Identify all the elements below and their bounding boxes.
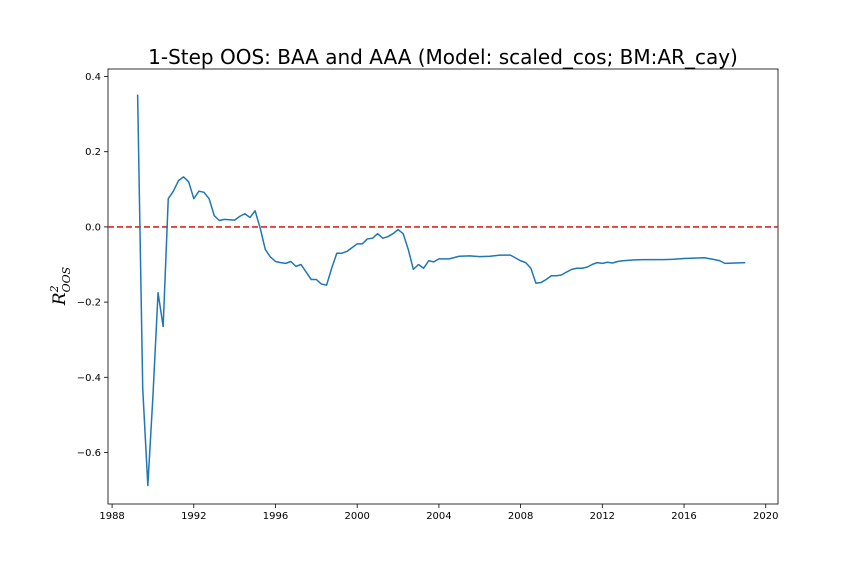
- x-tick-label: 1996: [263, 511, 288, 522]
- y-axis-label: R2OOS: [48, 266, 73, 306]
- x-tick-label: 2000: [344, 511, 369, 522]
- y-tick-label: −0.2: [77, 298, 101, 309]
- x-tick-label: 2012: [590, 511, 615, 522]
- series-layer: [136, 94, 746, 487]
- x-tick-label: 2008: [508, 511, 533, 522]
- chart-title: 1-Step OOS: BAA and AAA (Model: scaled_c…: [148, 45, 738, 69]
- y-tick-label: 0.0: [85, 222, 101, 233]
- y-axis-label-base: R: [50, 292, 70, 306]
- y-tick-label: −0.4: [77, 373, 101, 384]
- y-tick-label: −0.6: [77, 448, 101, 459]
- x-tick-label: 2016: [671, 511, 696, 522]
- x-tick-label: 2020: [753, 511, 778, 522]
- x-tick-label: 2004: [426, 511, 451, 522]
- y-axis-label-sub: OOS: [60, 266, 73, 292]
- x-tick-label: 1992: [181, 511, 206, 522]
- plot-area: [107, 68, 779, 505]
- y-tick-label: 0.4: [85, 72, 101, 83]
- x-axis: 1988 1992 1996 2000 2004 2008 2012 2016 2020: [99, 504, 778, 522]
- y-tick-label: 0.2: [85, 147, 101, 158]
- y-axis: −0.6 −0.4 −0.2 0.0 0.2 0.4: [77, 72, 108, 459]
- series-line: [136, 94, 746, 487]
- x-tick-label: 1988: [99, 511, 124, 522]
- y-axis-label-sup: 2: [48, 285, 61, 293]
